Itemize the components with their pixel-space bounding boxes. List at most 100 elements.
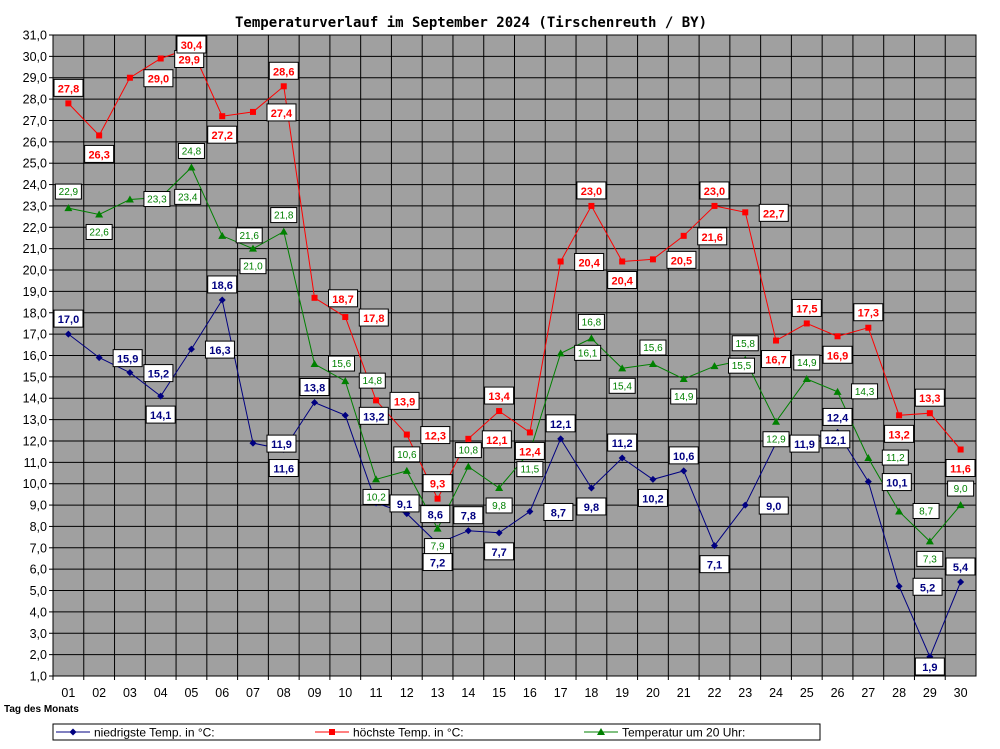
data-point-evening [279,227,288,235]
data-point-min [64,330,72,338]
svg-text:5,2: 5,2 [920,582,935,594]
data-label-max: 13,3 [914,388,945,407]
svg-text:29,9: 29,9 [178,55,199,67]
svg-text:7,9: 7,9 [431,542,445,553]
svg-text:1,9: 1,9 [922,662,937,674]
data-point-max [311,294,318,301]
data-point-max [773,337,780,344]
svg-text:27,4: 27,4 [271,108,293,120]
data-label-evening: 9,0 [947,480,975,497]
svg-text:17,0: 17,0 [58,314,79,326]
data-label-evening: 24,8 [177,142,205,159]
data-point-max [957,446,964,453]
data-label-min: 10,6 [668,446,699,465]
data-label-min: 8,7 [543,502,574,521]
svg-text:24,8: 24,8 [182,146,202,157]
svg-text:7,2: 7,2 [430,558,445,570]
data-point-evening [895,507,904,515]
svg-text:23,0: 23,0 [704,186,725,198]
x-tick-label: 19 [615,686,629,700]
svg-text:11,9: 11,9 [794,439,815,451]
data-point-max [342,314,349,321]
svg-text:9,0: 9,0 [766,501,781,513]
x-tick-label: 15 [492,686,506,700]
data-point-max [680,232,687,239]
x-tick-label: 23 [738,686,752,700]
legend-label-evening: Temperatur um 20 Uhr: [622,726,745,740]
data-point-evening [587,334,596,342]
data-label-evening: 21,6 [235,227,263,244]
svg-text:23,0: 23,0 [581,186,602,198]
svg-text:20,4: 20,4 [578,257,600,269]
svg-text:10,6: 10,6 [397,450,417,461]
svg-text:18,6: 18,6 [212,280,233,292]
data-point-min [311,399,319,407]
svg-text:10,2: 10,2 [366,492,386,503]
x-tick-label: 01 [61,686,75,700]
data-label-max: 20,4 [574,252,605,271]
data-point-max [742,209,749,216]
data-label-evening: 15,6 [639,339,667,356]
data-point-evening [556,349,565,357]
legend-marker-evening [597,728,605,735]
data-label-min: 7,8 [453,506,484,525]
x-tick-label: 04 [154,686,168,700]
svg-text:12,1: 12,1 [825,435,846,447]
data-point-min [341,411,349,419]
data-point-evening [648,360,657,368]
data-point-evening [925,537,934,545]
x-tick-label: 28 [892,686,906,700]
svg-text:14,3: 14,3 [855,387,875,398]
y-tick-label: 15,0 [23,370,47,384]
data-point-evening [802,375,811,383]
y-tick-label: 2,0 [30,648,47,662]
data-point-max [803,320,810,327]
data-label-evening: 14,9 [670,388,698,405]
data-label-min: 5,4 [945,557,976,576]
data-point-max [865,324,872,331]
svg-text:9,1: 9,1 [397,499,412,511]
data-point-evening [864,454,873,462]
data-label-max: 27,4 [266,103,297,122]
data-point-evening [341,377,350,385]
data-point-max [219,113,226,120]
data-label-max: 13,9 [389,391,420,410]
data-label-min: 7,1 [699,555,730,574]
y-axis-ticks: 1,0 2,0 3,0 4,0 5,0 6,0 7,0 8,0 9,0 10,0 11,0 12,0 1… [23,29,53,684]
data-label-max: 28,6 [268,61,299,80]
legend-marker-min [69,728,77,736]
y-tick-label: 12,0 [23,434,47,448]
data-point-evening [372,475,381,483]
svg-text:15,4: 15,4 [612,381,632,392]
data-label-max: 30,4 [176,35,207,54]
data-point-min [895,582,903,590]
data-point-min [218,296,226,304]
data-label-evening: 16,8 [577,313,605,330]
x-tick-label: 08 [277,686,291,700]
data-point-max [926,410,933,417]
y-tick-label: 16,0 [23,349,47,363]
data-point-evening [187,163,196,171]
svg-text:15,6: 15,6 [332,359,352,370]
data-point-min [680,467,688,475]
data-point-max [526,429,533,436]
x-tick-label: 13 [431,686,445,700]
legend-marker-max [329,729,335,735]
x-tick-label: 27 [861,686,875,700]
y-tick-label: 29,0 [23,71,47,85]
data-point-max [588,202,595,209]
data-label-max: 29,0 [143,69,174,88]
data-label-evening: 23,4 [174,188,202,205]
data-label-evening: 15,6 [328,355,356,372]
data-point-max [649,256,656,263]
data-point-evening [679,375,688,383]
data-point-max [896,412,903,419]
data-label-min: 12,4 [822,407,853,426]
data-label-evening: 11,2 [881,449,909,466]
y-tick-label: 10,0 [23,477,47,491]
svg-text:14,9: 14,9 [674,392,694,403]
data-label-evening: 9,8 [485,497,513,514]
x-tick-label: 25 [800,686,814,700]
svg-text:11,2: 11,2 [886,453,905,464]
